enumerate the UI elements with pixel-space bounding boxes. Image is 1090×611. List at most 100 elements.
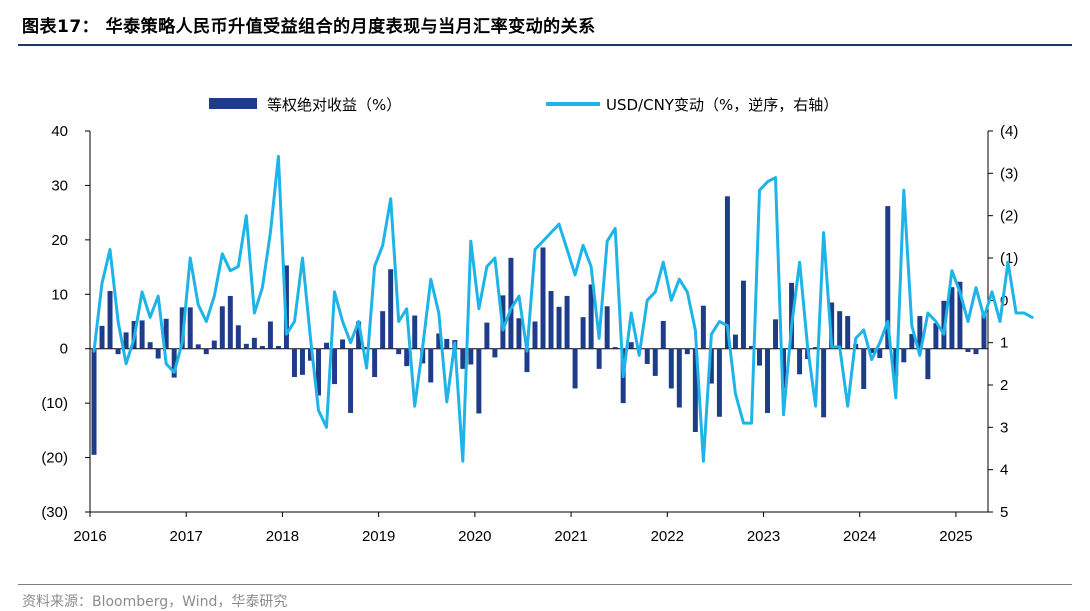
bar [660, 320, 666, 349]
bar [476, 348, 482, 414]
legend-bar-swatch [209, 98, 257, 109]
bar [187, 307, 193, 349]
bar [596, 348, 602, 369]
bar [716, 348, 722, 417]
bar [973, 348, 979, 355]
bar [275, 345, 281, 349]
bar [308, 348, 313, 361]
x-tick-label: 2022 [651, 528, 684, 545]
bar [195, 344, 201, 349]
bar [396, 348, 402, 355]
bar [668, 348, 674, 389]
x-tick-label: 2017 [170, 528, 203, 545]
bar [251, 337, 257, 349]
right-tick-label: (4) [1000, 123, 1018, 140]
bar [612, 347, 618, 349]
bar [107, 291, 113, 349]
bar [364, 347, 370, 349]
left-tick-label: 30 [51, 177, 68, 194]
usd-cny-line [92, 154, 1034, 463]
bar [356, 321, 362, 349]
x-tick-label: 2018 [266, 528, 299, 545]
bar-series-layer [91, 196, 987, 455]
left-tick-label: (20) [41, 450, 68, 467]
line-series-layer [92, 154, 1034, 463]
bar [299, 348, 305, 375]
bar [781, 348, 787, 389]
bar [957, 281, 963, 349]
bar [700, 305, 706, 349]
left-tick-label: 0 [60, 341, 68, 358]
bar [516, 318, 522, 349]
bar [460, 348, 466, 369]
bar [676, 348, 682, 408]
bar [524, 348, 530, 373]
bar [837, 311, 843, 349]
bar [773, 319, 779, 349]
bar [933, 323, 939, 349]
bar [492, 348, 498, 358]
bar [901, 348, 907, 363]
bar [115, 348, 121, 355]
bar [508, 257, 514, 349]
bar [981, 311, 987, 349]
bar [372, 348, 378, 378]
bar [259, 345, 265, 349]
bar [917, 316, 923, 349]
right-tick-label: (3) [1000, 165, 1018, 182]
right-tick-label: (2) [1000, 208, 1018, 225]
bar [724, 196, 730, 349]
bar [428, 348, 434, 383]
bar [227, 295, 233, 349]
axes-layer: 403020100(10)(20)(30)(4)(3)(2)(1)0123452… [41, 123, 1018, 545]
bar [757, 348, 762, 366]
bar [348, 348, 354, 413]
bar [861, 348, 867, 389]
bar [203, 348, 209, 355]
bar [155, 348, 161, 359]
right-tick-label: 5 [1000, 504, 1008, 521]
bar [885, 206, 891, 349]
bar [99, 325, 105, 349]
bar [692, 348, 698, 432]
bar [925, 348, 931, 380]
bar [965, 348, 971, 352]
right-tick-label: 1 [1000, 335, 1008, 352]
bar [532, 321, 538, 349]
bar [404, 348, 410, 367]
x-tick-label: 2020 [458, 528, 491, 545]
bar [540, 247, 546, 349]
bar [468, 348, 474, 365]
bar [211, 340, 217, 349]
bar [572, 348, 578, 389]
bar [797, 348, 803, 375]
bar [291, 348, 297, 378]
bar [869, 348, 875, 354]
bar [732, 334, 738, 349]
bar [708, 348, 714, 384]
bar [564, 295, 570, 349]
bar [765, 348, 770, 413]
bar [91, 348, 97, 455]
x-tick-label: 2025 [939, 528, 972, 545]
bar [740, 280, 746, 349]
title-divider [18, 44, 1072, 46]
bar [412, 315, 418, 349]
right-tick-label: 4 [1000, 462, 1008, 479]
bar [436, 333, 442, 349]
right-tick-label: 2 [1000, 377, 1008, 394]
bar [340, 339, 346, 349]
bar [243, 343, 249, 349]
bar [909, 334, 915, 349]
bar [147, 342, 153, 349]
bar [324, 342, 330, 349]
legend-bar-label: 等权绝对收益（%） [267, 96, 401, 114]
bar [123, 332, 129, 349]
bar [139, 320, 145, 349]
bar [219, 306, 225, 349]
source-divider [18, 584, 1072, 585]
legend: 等权绝对收益（%） USD/CNY变动（%，逆序，右轴） [209, 96, 838, 114]
chart-title: 图表17： 华泰策略人民币升值受益组合的月度表现与当月汇率变动的关系 [22, 17, 596, 37]
left-tick-label: 10 [51, 286, 68, 303]
